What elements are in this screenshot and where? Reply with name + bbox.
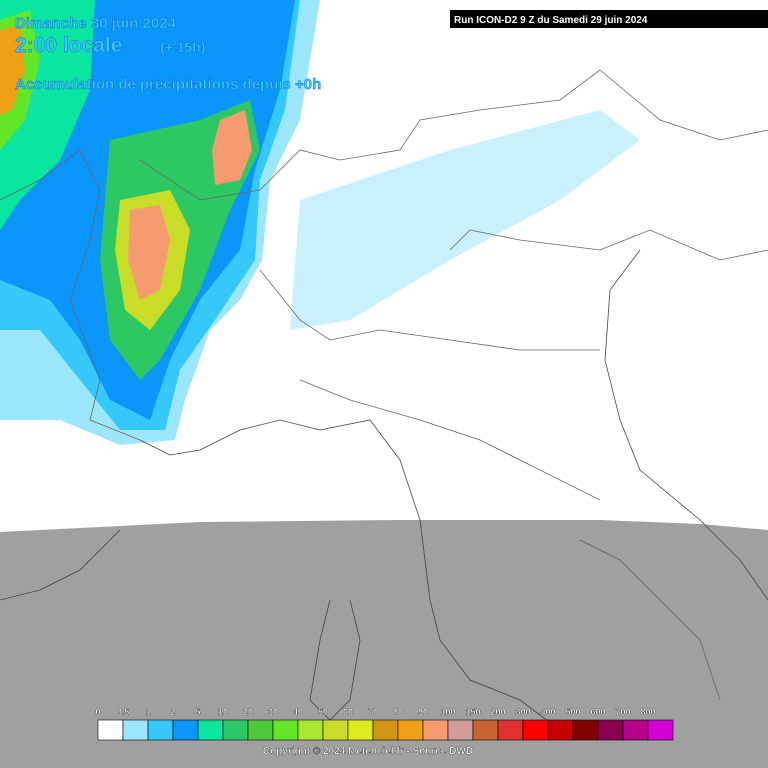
legend-swatch <box>172 719 199 741</box>
legend-swatch <box>497 719 524 741</box>
legend-label: 800 <box>640 707 655 717</box>
legend-swatch <box>397 719 424 741</box>
legend-swatch <box>347 719 374 741</box>
offset: (+ 15h) <box>160 39 206 55</box>
legend-label: 20 <box>243 707 253 717</box>
legend-label: 10 <box>218 707 228 717</box>
legend-swatch <box>547 719 574 741</box>
legend-swatch <box>597 719 624 741</box>
legend-label: 50 <box>318 707 328 717</box>
legend-label: 30 <box>268 707 278 717</box>
run-info: Run ICON-D2 9 Z du Samedi 29 juin 2024 <box>454 15 648 26</box>
legend-label: 700 <box>615 707 630 717</box>
legend-label: 40 <box>293 707 303 717</box>
legend-label: 0.5 <box>117 707 130 717</box>
subtitle: Accumulation de précipitations depuis +0… <box>15 76 321 93</box>
precipitation <box>0 0 640 445</box>
legend-swatch <box>372 719 399 741</box>
legend-swatch <box>647 719 674 741</box>
legend-swatch <box>572 719 599 741</box>
legend-label: 200 <box>490 707 505 717</box>
time: 2:00 locale <box>15 34 122 57</box>
legend-swatch <box>247 719 274 741</box>
legend-label: 300 <box>515 707 530 717</box>
legend-swatch <box>422 719 449 741</box>
legend-swatch <box>447 719 474 741</box>
legend-swatch <box>97 719 124 741</box>
legend-swatch <box>272 719 299 741</box>
legend-label: 1 <box>145 707 150 717</box>
legend-swatch <box>222 719 249 741</box>
legend-swatch <box>522 719 549 741</box>
legend-label: 80 <box>393 707 403 717</box>
legend-swatch <box>147 719 174 741</box>
legend-label: 60 <box>343 707 353 717</box>
borders <box>0 69 768 731</box>
sea-mask <box>0 520 768 768</box>
copyright: Copyright © 2024 Meteociel.fr - Source D… <box>263 746 473 757</box>
legend-label: 500 <box>565 707 580 717</box>
legend-label: 70 <box>368 707 378 717</box>
legend-swatch <box>122 719 149 741</box>
legend-swatch <box>197 719 224 741</box>
legend-swatch <box>297 719 324 741</box>
legend-label: 0 <box>95 707 100 717</box>
legend-label: 100 <box>440 707 455 717</box>
legend: 0 0.5 1 2 5 10 20 30 40 50 60 70 80 90 100 150 200 300 400… <box>95 707 674 741</box>
run-banner <box>450 10 768 28</box>
legend-label: 5 <box>195 707 200 717</box>
legend-label: 400 <box>540 707 555 717</box>
legend-swatch <box>322 719 349 741</box>
date: Dimanche 30 juin 2024 <box>15 15 177 32</box>
legend-label: 150 <box>465 707 480 717</box>
legend-label: 600 <box>590 707 605 717</box>
legend-label: 2 <box>170 707 175 717</box>
legend-swatch <box>472 719 499 741</box>
legend-label: 90 <box>418 707 428 717</box>
legend-swatch <box>622 719 649 741</box>
